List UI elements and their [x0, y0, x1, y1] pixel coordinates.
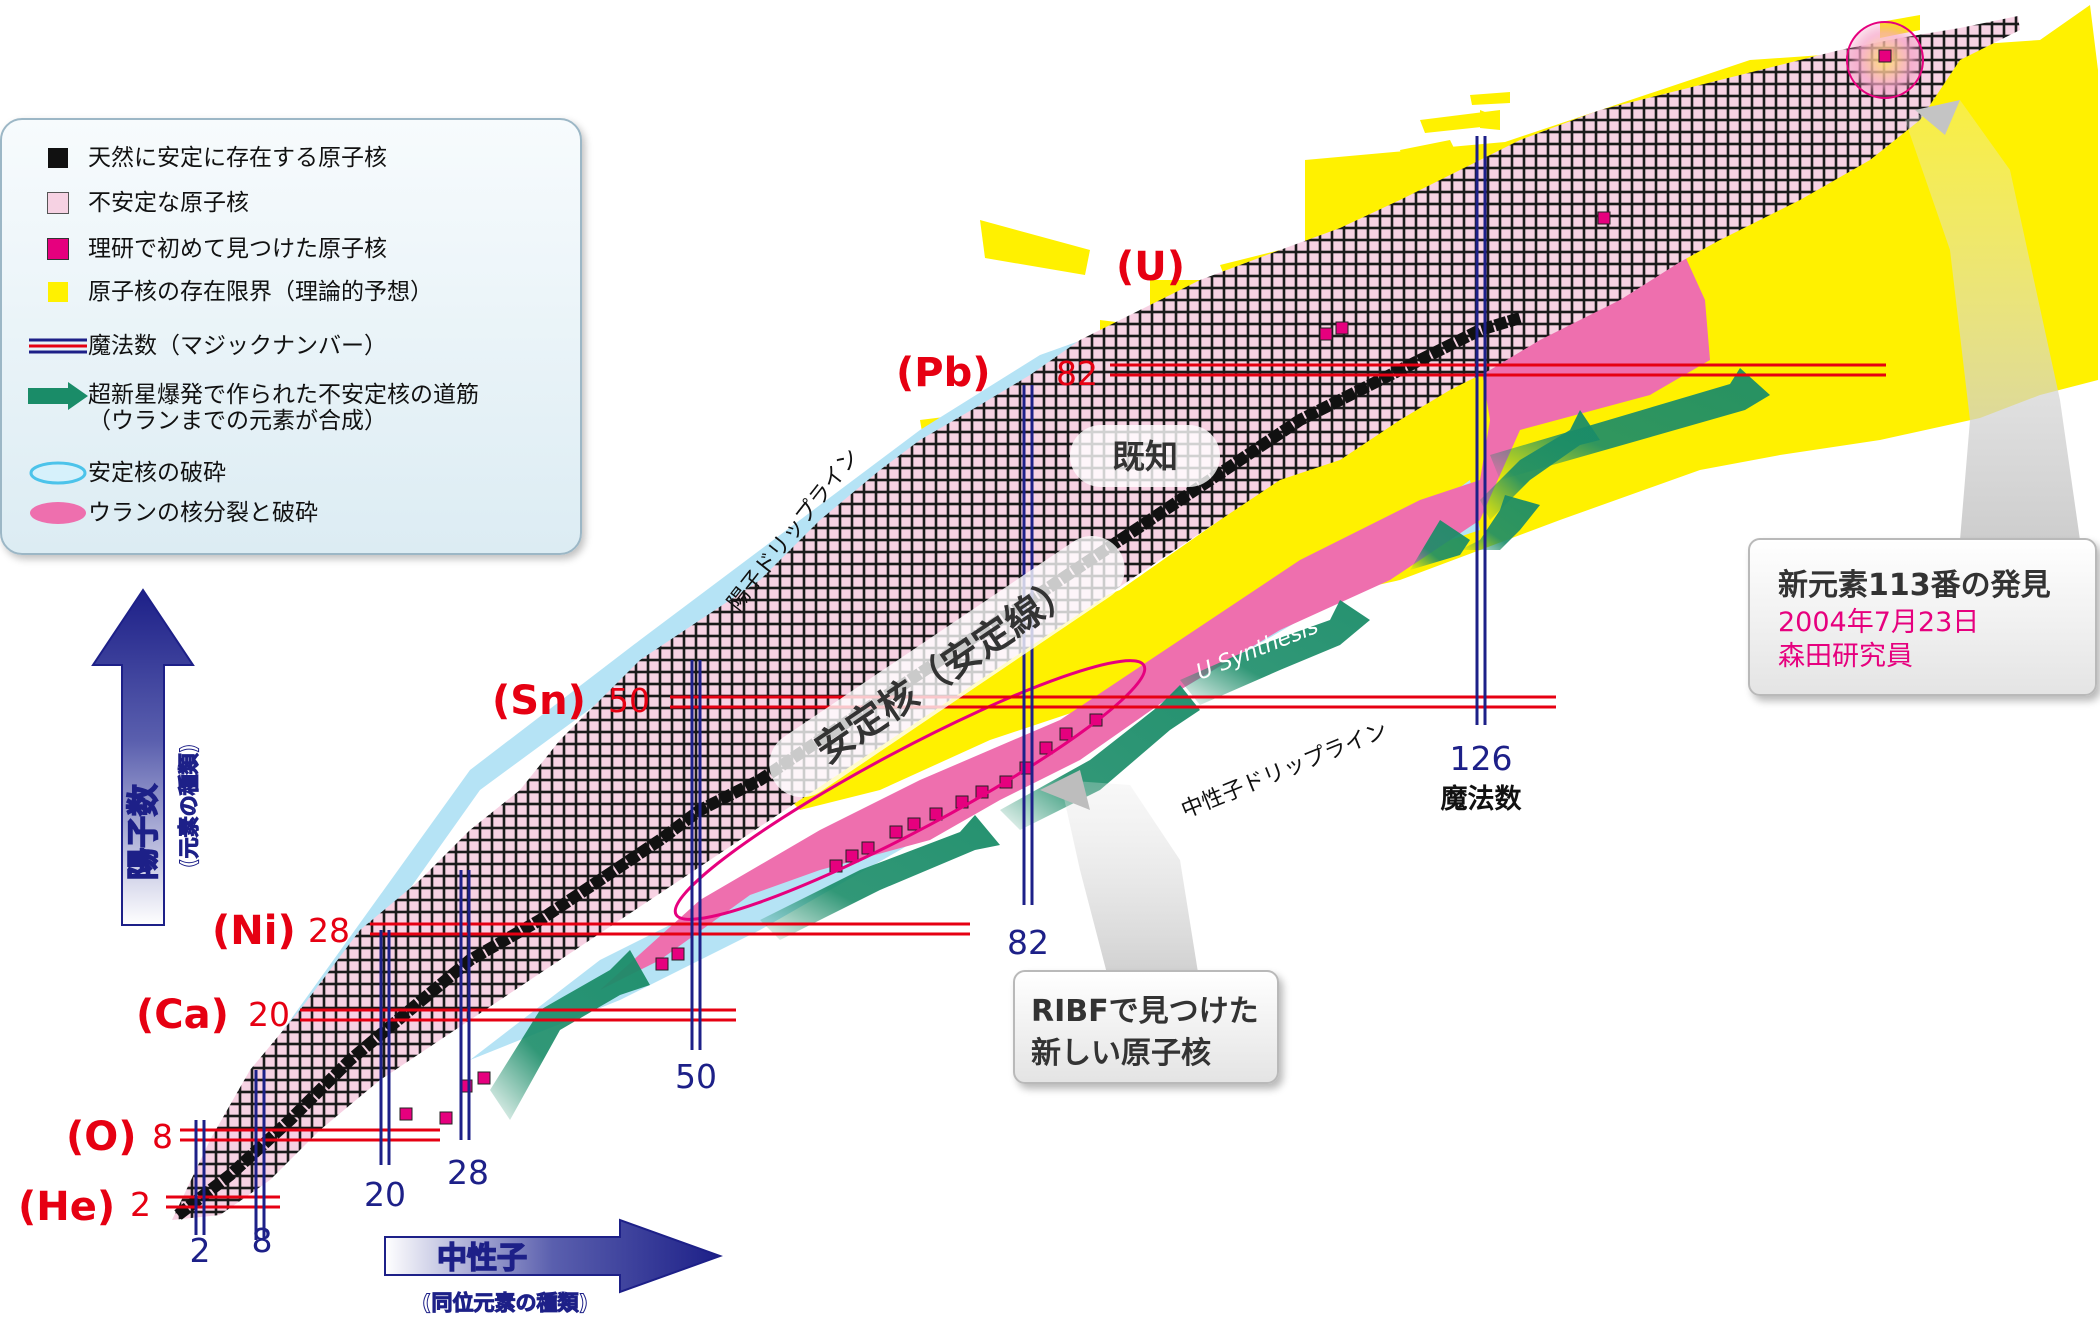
neutron-axis-arrow — [384, 1218, 723, 1294]
element-label-ni: (Ni) — [212, 908, 296, 954]
legend-item-limit: 原子核の存在限界（理論的予想） — [28, 276, 433, 308]
unstable-swatch — [47, 192, 69, 214]
proton-magic-50: 50 — [608, 681, 650, 720]
element-label-o: (O) — [66, 1114, 137, 1160]
known-label: 既知 — [1112, 437, 1178, 476]
ribf-pointer-tip — [1040, 770, 1090, 810]
known-label-bg — [1070, 425, 1220, 487]
neutron-magic-82: 82 — [1007, 923, 1049, 962]
proton-axis-sublabel: (元素の種類) — [177, 744, 201, 868]
ribf-callout: RIBFで見つけた 新しい原子核 — [1013, 970, 1279, 1084]
uranium-fission-region — [600, 245, 1710, 990]
neutron-magic-28: 28 — [447, 1153, 489, 1192]
element-label-pb: (Pb) — [896, 350, 991, 396]
limit-swatch — [48, 282, 68, 302]
stable-line — [174, 312, 1522, 1220]
legend-item-riken: 理研で初めて見つけた原子核 — [28, 233, 387, 265]
magic-lines-swatch — [29, 338, 87, 354]
neutron-axis-sublabel: (同位元素の種類) — [422, 1291, 588, 1315]
element113-date: 2004年7月23日 — [1778, 607, 1980, 638]
proton-magic-82: 82 — [1056, 354, 1098, 393]
proton-axis-label: 陽子数 — [124, 783, 162, 880]
element-label-u: (U) — [1116, 244, 1185, 290]
magic-number-label: 魔法数 — [1441, 784, 1523, 815]
stable-swatch — [48, 148, 68, 168]
element-label-he: (He) — [18, 1184, 115, 1230]
legend-item-magic: 魔法数（マジックナンバー） — [28, 330, 387, 362]
element113-title: 新元素113番の発見 — [1778, 568, 2051, 603]
neutron-magic-8: 8 — [252, 1221, 273, 1260]
proton-axis-arrow — [91, 588, 195, 926]
riken-nuclei — [399, 47, 1895, 1125]
legend-item-unstable: 不安定な原子核 — [28, 187, 249, 219]
nuclide-grid — [172, 16, 2020, 1220]
stable-nuclei-label-bg — [769, 536, 1125, 798]
green-arrow-swatch — [28, 382, 88, 410]
neutron-drip-line-label: 中性子ドリップライン — [1178, 718, 1391, 824]
ribf-callout-line2: 新しい原子核 — [1031, 1036, 1211, 1071]
legend-panel: 天然に安定に存在する原子核 不安定な原子核 理研で初めて見つけた原子核 原子核の… — [0, 118, 582, 555]
element-label-sn: (Sn) — [492, 678, 586, 724]
ribf-callout-line1: RIBFで見つけた — [1031, 994, 1259, 1029]
legend-item-fragmentation: 安定核の破砕 — [28, 457, 226, 489]
proton-magic-8: 8 — [152, 1117, 173, 1156]
ribf-region-outline — [673, 659, 1147, 921]
fragmentation-swatch — [29, 461, 87, 485]
neutron-magic-126: 126 — [1450, 739, 1513, 778]
neutron-magic-20: 20 — [364, 1175, 406, 1214]
proton-magic-28: 28 — [308, 911, 350, 950]
legend-item-stable: 天然に安定に存在する原子核 — [28, 142, 387, 174]
legend-item-supernova: 超新星爆発で作られた不安定核の道筋 （ウランまでの元素が合成） — [28, 382, 479, 434]
ribf-pointer — [1060, 780, 1200, 985]
element113-person: 森田研究員 — [1778, 641, 1913, 672]
element113-pointer-tip — [1915, 100, 1960, 135]
neutron-magic-2: 2 — [190, 1231, 211, 1270]
neutron-magic-50: 50 — [675, 1057, 717, 1096]
element113-cell — [1878, 49, 1892, 63]
element113-callout: 新元素113番の発見 2004年7月23日 森田研究員 — [1748, 538, 2097, 696]
proton-magic-20: 20 — [248, 995, 290, 1034]
proton-magic-2: 2 — [130, 1185, 151, 1224]
element-label-ca: (Ca) — [136, 992, 229, 1038]
riken-swatch — [47, 238, 69, 260]
element113-pointer — [1905, 100, 2080, 540]
legend-item-fission: ウランの核分裂と破砕 — [28, 497, 318, 529]
fission-swatch — [30, 502, 86, 524]
neutron-axis-label: 中性子 — [437, 1241, 527, 1276]
